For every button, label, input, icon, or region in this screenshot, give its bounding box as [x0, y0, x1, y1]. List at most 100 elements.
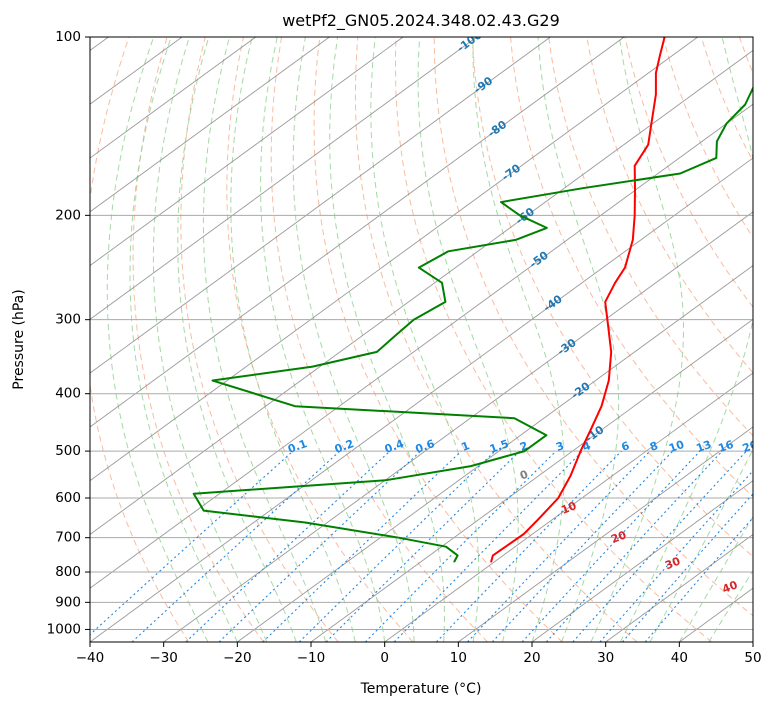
contour-label: 10	[667, 438, 686, 456]
chart-title: wetPf2_GN05.2024.348.02.43.G29	[282, 11, 560, 31]
moist-adiabat	[620, 37, 762, 642]
y-tick-label: 400	[55, 386, 81, 402]
contour-label: 20	[609, 528, 628, 546]
moist-adiabat	[293, 37, 414, 642]
isotherm	[311, 37, 775, 642]
x-tick-label: 40	[671, 650, 688, 666]
y-tick-label: 900	[55, 594, 81, 610]
isotherm	[0, 37, 182, 642]
contour-label: 10	[559, 499, 578, 517]
isotherm	[753, 37, 775, 642]
sounding-profiles	[194, 37, 775, 562]
isotherm	[0, 37, 624, 642]
contour-label: 1.5	[488, 437, 511, 456]
moist-adiabat	[107, 37, 208, 642]
dry-adiabat	[740, 37, 775, 642]
y-tick-label: 1000	[47, 621, 81, 637]
isotherm	[0, 37, 550, 642]
sounding-profile	[194, 37, 775, 562]
x-tick-label: −30	[149, 650, 178, 666]
contour-label: -20	[569, 379, 593, 401]
contour-label: 3	[554, 439, 566, 454]
moist-adiabat	[591, 37, 684, 642]
x-axis-label: Temperature (°C)	[360, 681, 482, 697]
y-tick-label: 100	[55, 29, 81, 45]
contour-label: -60	[513, 205, 537, 227]
dry-adiabat	[701, 37, 775, 642]
dry-adiabat	[227, 37, 413, 642]
contour-label: -50	[527, 248, 551, 270]
plot-frame	[90, 37, 753, 642]
y-tick-label: 800	[55, 564, 81, 580]
moist-adiabat	[130, 37, 237, 642]
isotherm	[0, 37, 403, 642]
y-axis-ticks: 100 200 300 400 500 600 700 800 900 1000	[47, 29, 90, 637]
contour-label: -30	[555, 336, 579, 358]
sounding-profile	[491, 37, 664, 562]
contour-label: 30	[663, 554, 682, 572]
contour-label: -40	[541, 292, 565, 314]
moist-adiabat	[203, 37, 325, 642]
contour-label: 0	[518, 468, 530, 483]
y-axis-label: Pressure (hPa)	[11, 289, 27, 389]
mixing-ratio-line	[468, 451, 651, 642]
contour-label: 25	[765, 438, 775, 455]
wet-bulb-isotherm	[0, 37, 61, 642]
x-tick-label: −10	[297, 650, 326, 666]
contour-label: 13	[694, 438, 713, 455]
contour-label: 20	[741, 438, 760, 456]
contour-label: -80	[485, 118, 509, 140]
contour-label: -70	[499, 161, 523, 183]
contour-label: 0.4	[383, 437, 406, 456]
mixing-ratio-line	[600, 451, 771, 642]
wet-bulb-isotherms	[0, 37, 61, 642]
x-axis-ticks: −40 −30 −20 −10 0 10 20 30 40 50	[76, 642, 762, 666]
moist-adiabat	[330, 37, 445, 642]
moist-adiabat	[231, 37, 355, 642]
mixing-ratio-line	[263, 451, 462, 642]
isotherm	[90, 37, 775, 642]
x-tick-label: 50	[744, 650, 761, 666]
y-tick-label: 300	[55, 312, 81, 328]
contour-label: 0.2	[333, 437, 356, 456]
dry-adiabat	[271, 37, 487, 642]
contour-label: -100	[455, 28, 485, 55]
moist-adiabat	[371, 37, 479, 642]
moist-adiabat	[650, 37, 775, 642]
x-tick-label: −40	[76, 650, 105, 666]
x-tick-label: 0	[380, 650, 389, 666]
mixing-ratio-line	[82, 451, 293, 642]
contour-label: 8	[648, 439, 660, 454]
isotherm	[16, 37, 775, 642]
x-tick-label: 30	[597, 650, 614, 666]
x-tick-label: −20	[223, 650, 252, 666]
mixing-ratio-line	[299, 451, 495, 642]
mixing-ratio-lines	[82, 451, 775, 642]
isotherms	[0, 37, 775, 642]
y-tick-label: 200	[55, 207, 81, 223]
mixing-ratio-line	[573, 451, 747, 642]
contour-label: 0.1	[286, 437, 309, 456]
isotherm	[0, 37, 256, 642]
y-tick-label: 700	[55, 530, 81, 546]
mixing-ratio-line	[645, 451, 775, 642]
y-tick-label: 600	[55, 490, 81, 506]
contour-label: 1	[460, 439, 472, 454]
contour-label: 16	[717, 438, 736, 456]
isotherm	[606, 37, 775, 642]
x-tick-label: 20	[523, 650, 540, 666]
isotherm	[0, 37, 698, 642]
isotherm	[679, 37, 775, 642]
contour-label: 40	[720, 578, 739, 596]
isotherm	[164, 37, 775, 642]
y-tick-label: 500	[55, 443, 81, 459]
moist-adiabat	[709, 37, 775, 642]
x-tick-label: 10	[450, 650, 467, 666]
moist-adiabat	[679, 37, 775, 642]
isotherm	[385, 37, 775, 642]
contour-label: 0.6	[414, 437, 437, 456]
